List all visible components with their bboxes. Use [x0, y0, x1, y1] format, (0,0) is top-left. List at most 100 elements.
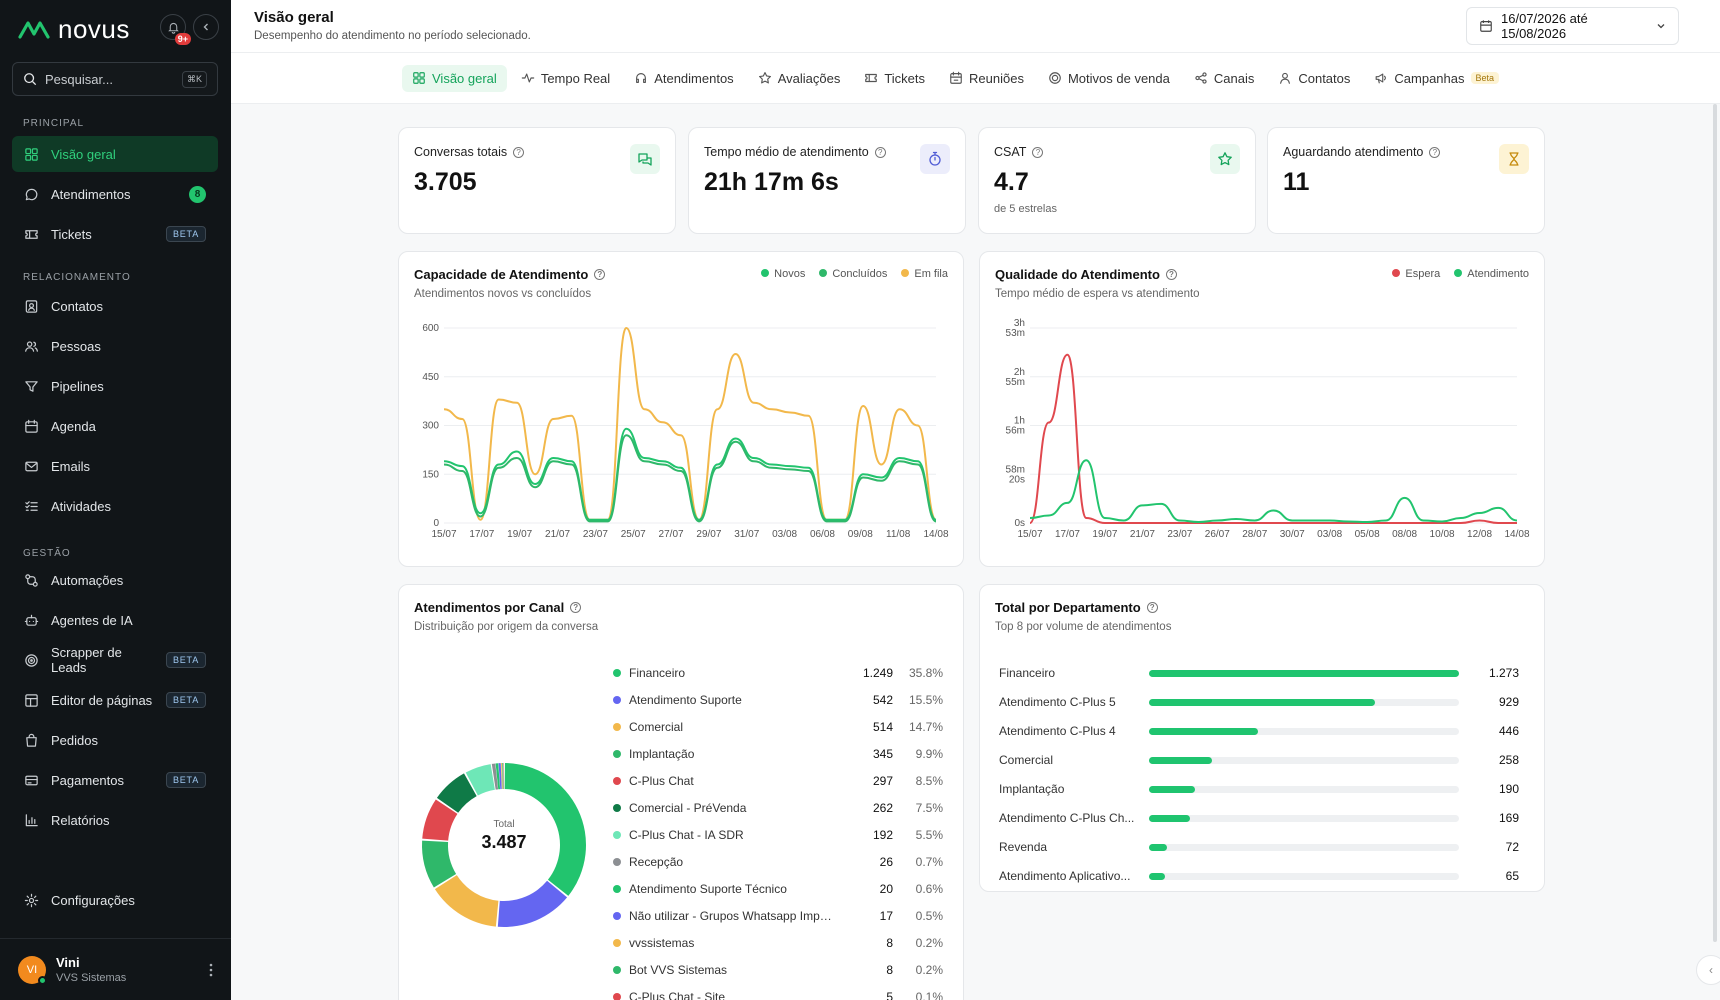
tab-campanhas[interactable]: Campanhas Beta: [1364, 65, 1509, 92]
sidebar-item-agenda[interactable]: Agenda: [12, 408, 218, 444]
channel-row[interactable]: Não utilizar - Grupos Whatsapp Implantaç…: [613, 906, 943, 926]
channel-row[interactable]: C-Plus Chat 297 8.5%: [613, 771, 943, 791]
help-icon[interactable]: ?: [570, 602, 582, 613]
tab-atendimentos[interactable]: Atendimentos: [624, 65, 744, 92]
donut-slice[interactable]: [501, 763, 503, 790]
tab-tempo-real[interactable]: Tempo Real: [511, 65, 620, 92]
channel-row[interactable]: Implantação 345 9.9%: [613, 744, 943, 764]
channel-row[interactable]: Bot VVS Sistemas 8 0.2%: [613, 960, 943, 980]
notifications-button[interactable]: 9+: [160, 14, 191, 45]
donut-slice[interactable]: [498, 763, 502, 790]
section-label-principal: PRINCIPAL: [23, 118, 85, 129]
channel-row[interactable]: C-Plus Chat - IA SDR 192 5.5%: [613, 825, 943, 845]
channel-row[interactable]: Recepção 26 0.7%: [613, 852, 943, 872]
sidebar-item-tickets[interactable]: Tickets BETA: [12, 216, 218, 252]
help-icon[interactable]: ?: [1146, 602, 1158, 613]
department-row[interactable]: Atendimento Aplicativo... 65: [999, 866, 1519, 886]
sidebar-item-configuracoes[interactable]: Configurações: [12, 882, 218, 918]
channel-row[interactable]: C-Plus Chat - Site 5 0.1%: [613, 987, 943, 1000]
department-row[interactable]: Comercial 258: [999, 750, 1519, 770]
sidebar-item-automacoes[interactable]: Automações: [12, 562, 218, 598]
x-tick-label: 17/07: [1055, 529, 1080, 540]
department-row[interactable]: Revenda 72: [999, 837, 1519, 857]
help-icon[interactable]: ?: [513, 146, 525, 158]
donut-slice[interactable]: [504, 763, 586, 896]
channels-card: Atendimentos por Canal? Distribuição por…: [398, 584, 964, 1000]
brand-logo[interactable]: novus: [18, 14, 130, 45]
sidebar-item-atendimentos[interactable]: Atendimentos 8: [12, 176, 218, 212]
channel-name: vvssistemas: [629, 936, 695, 950]
sidebar-item-agentes-de-ia[interactable]: Agentes de IA: [12, 602, 218, 638]
department-row[interactable]: Atendimento C-Plus 5 929: [999, 692, 1519, 712]
donut-slice[interactable]: [497, 880, 568, 927]
channel-percent: 0.7%: [915, 855, 943, 869]
channel-row[interactable]: Atendimento Suporte 542 15.5%: [613, 690, 943, 710]
channel-row[interactable]: Comercial 514 14.7%: [613, 717, 943, 737]
donut-slice[interactable]: [491, 763, 499, 790]
legend-item[interactable]: Em fila: [901, 268, 948, 280]
tab-tickets[interactable]: Tickets: [854, 65, 935, 92]
search-box[interactable]: ⌘K: [12, 62, 218, 96]
department-row[interactable]: Financeiro 1.273: [999, 663, 1519, 683]
donut-slice[interactable]: [465, 764, 495, 796]
channel-color-dot: [613, 804, 621, 812]
expand-panel-button[interactable]: ‹: [1696, 955, 1720, 985]
department-name: Atendimento C-Plus 4: [999, 724, 1116, 738]
help-icon[interactable]: ?: [874, 146, 886, 158]
sidebar-item-pagamentos[interactable]: Pagamentos BETA: [12, 762, 218, 798]
channel-row[interactable]: Financeiro 1.249 35.8%: [613, 663, 943, 683]
date-range-picker[interactable]: 16/07/2026 até 15/08/2026: [1466, 7, 1679, 45]
department-row[interactable]: Atendimento C-Plus 4 446: [999, 721, 1519, 741]
legend-item[interactable]: Espera: [1392, 268, 1440, 280]
help-icon[interactable]: ?: [1032, 146, 1044, 158]
sidebar-item-atividades[interactable]: Atividades: [12, 488, 218, 524]
donut-slice[interactable]: [495, 763, 501, 790]
donut-slice[interactable]: [436, 773, 477, 813]
sidebar-item-editor-de-paginas[interactable]: Editor de páginas BETA: [12, 682, 218, 718]
channel-count: 8: [886, 936, 893, 950]
channel-row[interactable]: vvssistemas 8 0.2%: [613, 933, 943, 953]
channel-row[interactable]: Atendimento Suporte Técnico 20 0.6%: [613, 879, 943, 899]
departments-title-text: Total por Departamento: [995, 600, 1141, 615]
department-count: 258: [1498, 753, 1519, 767]
user-profile[interactable]: VI Vini VVS Sistemas: [0, 938, 231, 1000]
tab-contatos[interactable]: Contatos: [1268, 65, 1360, 92]
help-icon[interactable]: ?: [1165, 269, 1177, 280]
collapse-sidebar-button[interactable]: [193, 14, 219, 40]
sidebar-item-pedidos[interactable]: Pedidos: [12, 722, 218, 758]
legend-item[interactable]: Concluídos: [819, 268, 887, 280]
help-icon[interactable]: ?: [594, 269, 606, 280]
sidebar-item-pessoas[interactable]: Pessoas: [12, 328, 218, 364]
tab-reunioes[interactable]: Reuniões: [939, 65, 1034, 92]
donut-slice[interactable]: [434, 875, 499, 927]
department-count: 446: [1498, 724, 1519, 738]
sidebar-item-scrapper-de-leads[interactable]: Scrapper de Leads BETA: [12, 642, 218, 678]
search-input[interactable]: [45, 71, 174, 87]
sidebar-item-relatorios[interactable]: Relatórios: [12, 802, 218, 838]
x-tick-label: 28/07: [1242, 529, 1267, 540]
legend-item[interactable]: Atendimento: [1454, 268, 1529, 280]
help-icon[interactable]: ?: [1429, 146, 1441, 158]
donut-slice[interactable]: [422, 799, 458, 841]
department-row[interactable]: Implantação 190: [999, 779, 1519, 799]
page-scrollbar[interactable]: [1713, 104, 1717, 942]
tab-motivos-de-venda[interactable]: Motivos de venda: [1038, 65, 1180, 92]
donut-slice[interactable]: [422, 840, 457, 888]
donut-slice[interactable]: [502, 763, 504, 790]
bell-icon: [167, 22, 179, 34]
tab-canais[interactable]: Canais: [1184, 65, 1264, 92]
sidebar-item-contatos[interactable]: Contatos: [12, 288, 218, 324]
sidebar-item-emails[interactable]: Emails: [12, 448, 218, 484]
tab-avaliacoes[interactable]: Avaliações: [748, 65, 851, 92]
department-row[interactable]: Atendimento C-Plus Ch... 169: [999, 808, 1519, 828]
tab-visao-geral[interactable]: Visão geral: [402, 64, 507, 92]
channel-name: Recepção: [629, 855, 684, 869]
legend-item[interactable]: Novos: [761, 268, 805, 280]
tab-label: Campanhas: [1394, 70, 1465, 86]
more-vertical-icon[interactable]: [209, 963, 213, 977]
star-icon: [1218, 152, 1232, 166]
sidebar-item-pipelines[interactable]: Pipelines: [12, 368, 218, 404]
channel-row[interactable]: Comercial - PréVenda 262 7.5%: [613, 798, 943, 818]
channel-percent: 15.5%: [908, 693, 943, 707]
sidebar-item-visao-geral[interactable]: Visão geral: [12, 136, 218, 172]
